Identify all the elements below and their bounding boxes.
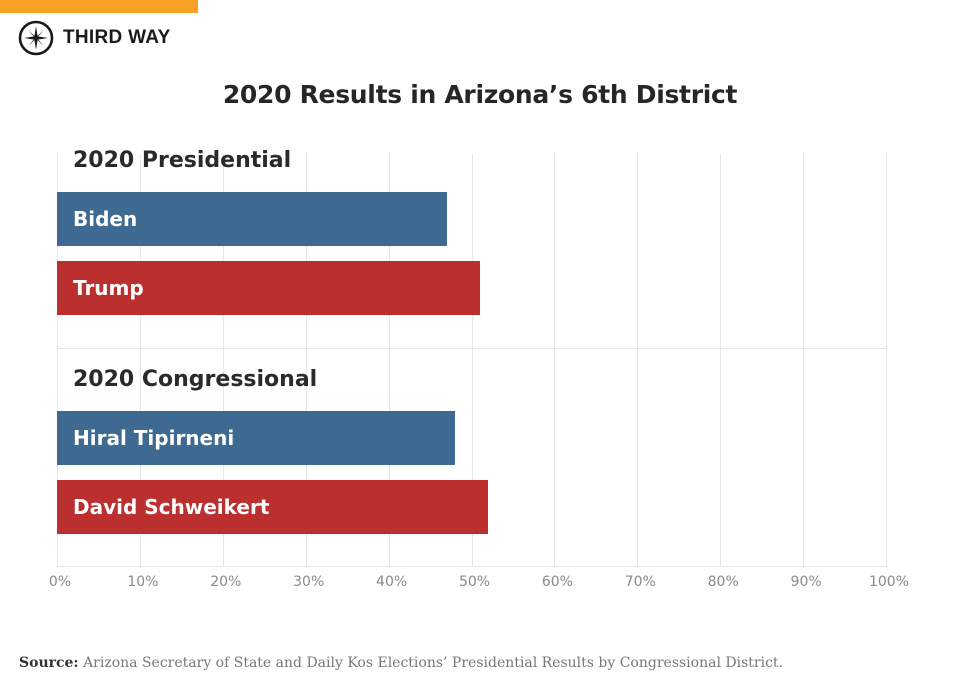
- plot-area: 2020 Presidential Biden Trump 2020 Congr…: [57, 148, 887, 567]
- chart-title: 2020 Results in Arizona’s 6th District: [222, 80, 738, 109]
- x-tick-label: 0%: [48, 574, 72, 590]
- compass-star-icon: [18, 20, 54, 56]
- x-tick-label: 50%: [458, 574, 491, 590]
- x-tick-label: 70%: [624, 574, 656, 590]
- group-label-presidential: 2020 Presidential: [73, 148, 292, 173]
- bar-trump: Trump: [57, 261, 480, 315]
- bar-label: Hiral Tipirneni: [73, 426, 235, 450]
- x-tick-label: 100%: [868, 574, 910, 590]
- gridline: [222, 154, 224, 567]
- brand-name: THIRD WAY: [63, 27, 171, 48]
- source-text: Arizona Secretary of State and Daily Kos…: [83, 655, 783, 671]
- x-tick-label: 10%: [127, 574, 159, 590]
- gridline: [886, 154, 887, 567]
- x-tick-label: 20%: [210, 574, 242, 590]
- gridline: [57, 154, 58, 567]
- source-label: Source:: [19, 655, 79, 671]
- gridline: [554, 154, 556, 567]
- bar-label: David Schweikert: [73, 495, 270, 519]
- brand-accent-bar: [0, 0, 198, 13]
- x-axis-ticks: 0% 10% 20% 30% 40% 50% 60% 70% 80% 90% 100%: [0, 574, 960, 594]
- x-tick-label: 80%: [707, 574, 739, 590]
- bar-biden: Biden: [57, 192, 447, 246]
- group-label-congressional: 2020 Congressional: [73, 367, 318, 392]
- bar-label: Biden: [73, 207, 138, 231]
- x-tick-label: 30%: [293, 574, 325, 590]
- gridline: [139, 154, 141, 567]
- gridline: [720, 154, 722, 567]
- bar-label: Trump: [73, 276, 144, 300]
- gridline: [305, 154, 307, 567]
- x-tick-label: 90%: [790, 574, 822, 590]
- gridline: [637, 154, 639, 567]
- bar-hiral-tipirneni: Hiral Tipirneni: [57, 411, 455, 465]
- gridline: [803, 154, 805, 567]
- x-tick-label: 60%: [541, 574, 573, 590]
- gridline: [471, 154, 473, 567]
- bar-david-schweikert: David Schweikert: [57, 480, 489, 534]
- x-tick-label: 40%: [376, 574, 408, 590]
- third-way-logo: THIRD WAY: [18, 20, 171, 56]
- gridline: [388, 154, 390, 567]
- source-note: Source: Arizona Secretary of State and D…: [19, 655, 783, 671]
